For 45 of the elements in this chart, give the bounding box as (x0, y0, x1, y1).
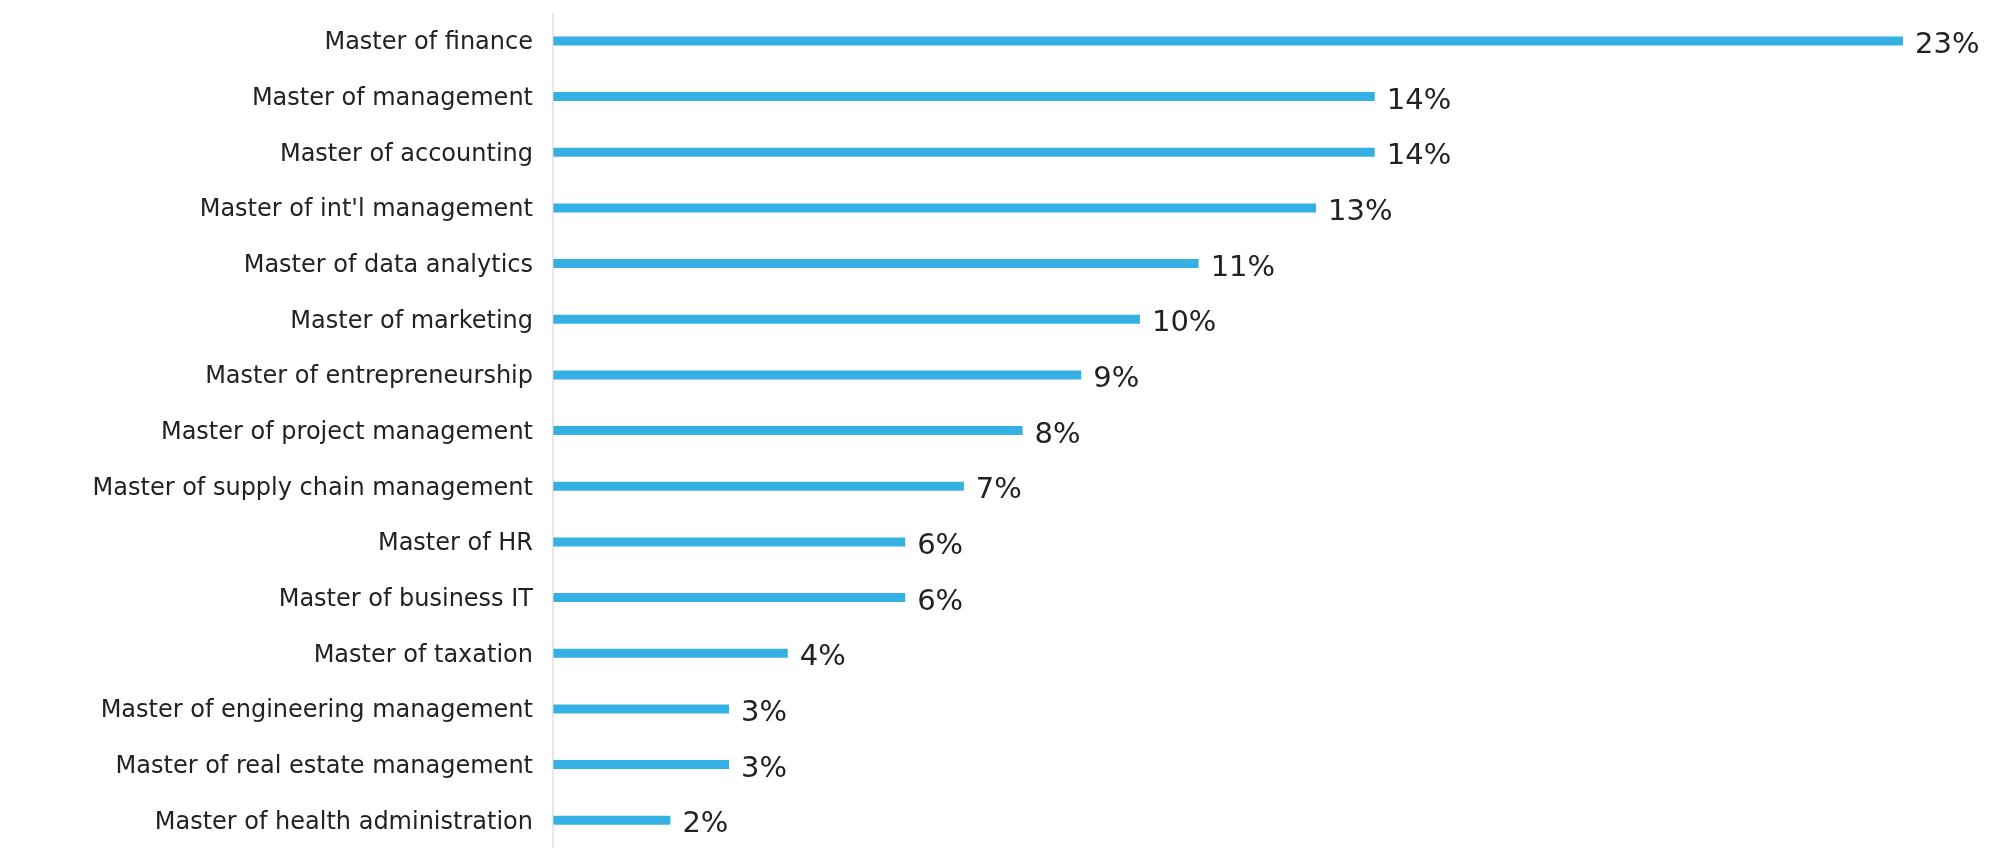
bar (553, 648, 788, 658)
y-tick-label: Master of finance (324, 27, 533, 56)
bar (553, 704, 730, 714)
y-tick-label: Master of HR (377, 528, 533, 557)
y-tick-label: Master of supply chain management (92, 472, 533, 501)
y-tick-label: Master of business IT (278, 584, 534, 613)
bar (553, 259, 1199, 269)
y-tick-label: Master of entrepreneurship (205, 361, 533, 390)
data-label: 9% (1093, 359, 1140, 394)
data-label: 11% (1210, 248, 1276, 283)
y-tick-label: Master of management (251, 83, 533, 112)
y-tick-label: Master of real estate management (115, 751, 533, 780)
data-label: 14% (1386, 137, 1452, 172)
bar (553, 147, 1375, 157)
y-tick-label: Master of marketing (290, 305, 533, 334)
bar (553, 314, 1140, 324)
data-label: 13% (1328, 192, 1393, 227)
bar (553, 36, 1903, 46)
data-label: 10% (1151, 304, 1217, 339)
bar (553, 426, 1023, 436)
bar (553, 593, 906, 603)
data-label: 6% (917, 582, 964, 617)
data-label: 14% (1386, 81, 1452, 116)
y-tick-label: Master of taxation (313, 639, 533, 668)
bar (553, 92, 1375, 102)
data-label: 23% (1915, 25, 1980, 60)
bar (553, 815, 671, 825)
y-tick-label: Master of data analytics (243, 250, 533, 279)
y-tick-label: Master of accounting (279, 138, 533, 167)
data-label: 4% (799, 638, 846, 673)
bar (553, 203, 1317, 213)
y-tick-label: Master of int'l management (199, 194, 533, 223)
data-label: 7% (975, 471, 1022, 506)
data-label: 2% (682, 805, 729, 840)
y-tick-label: Master of project management (160, 417, 533, 446)
bar (553, 537, 906, 547)
y-tick-label: Master of health administration (154, 806, 533, 835)
y-tick-label: Master of engineering management (100, 695, 533, 724)
data-label: 6% (917, 526, 964, 561)
data-label: 3% (741, 693, 788, 728)
bar (553, 370, 1082, 380)
data-label: 8% (1034, 415, 1081, 450)
data-label: 3% (741, 749, 788, 784)
bar (553, 481, 964, 491)
bar (553, 760, 730, 770)
